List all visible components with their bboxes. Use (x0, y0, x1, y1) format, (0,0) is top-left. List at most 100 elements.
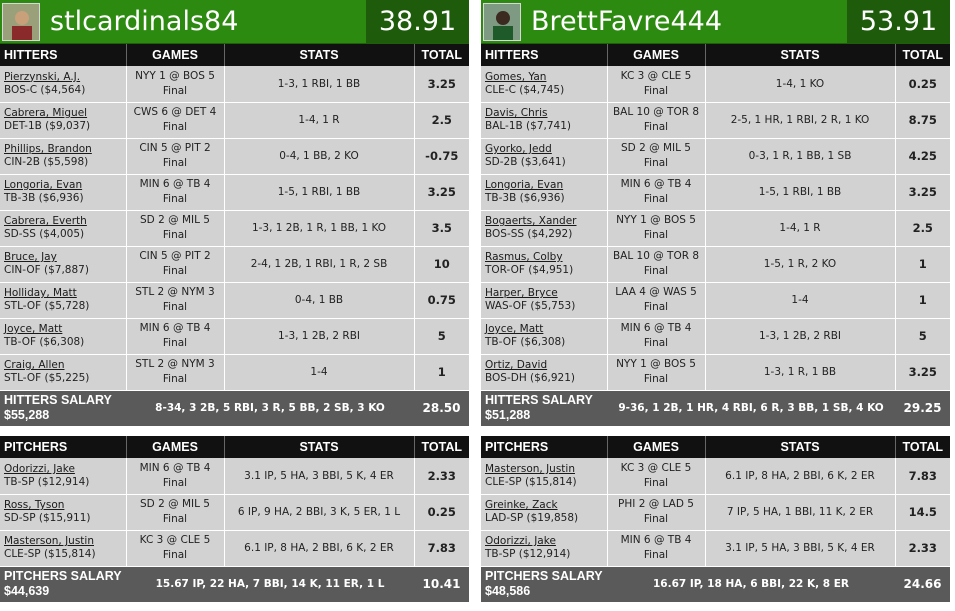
game-cell: STL 2 @ NYM 3 Final (126, 354, 225, 391)
team-name[interactable]: BrettFavre444 (531, 6, 723, 37)
player-stats: 0-4, 1 BB, 2 KO (224, 138, 415, 175)
team-header: stlcardinals84 38.91 (0, 0, 469, 44)
player-name-link[interactable]: Masterson, Justin (4, 535, 94, 547)
player-row: Joyce, Matt TB-OF ($6,308) MIN 6 @ TB 4 Fin… (481, 318, 950, 355)
stats-column-header[interactable]: STATS (224, 436, 415, 458)
player-name-link[interactable]: Greinke, Zack (485, 499, 558, 511)
player-row: Masterson, Justin CLE-SP ($15,814) KC 3 @ … (481, 458, 950, 495)
player-name-link[interactable]: Odorizzi, Jake (485, 535, 556, 547)
games-column-header[interactable]: GAMES (607, 436, 706, 458)
player-name-link[interactable]: Davis, Chris (485, 107, 548, 119)
player-cell: Odorizzi, Jake TB-SP ($12,914) (481, 530, 608, 567)
player-total: 1 (895, 246, 950, 283)
player-name-link[interactable]: Masterson, Justin (485, 462, 575, 475)
game-status: Final (162, 513, 188, 525)
player-position-salary: CLE-SP ($15,814) (4, 548, 96, 560)
avatar (483, 3, 521, 41)
player-cell: Masterson, Justin CLE-SP ($15,814) (0, 530, 127, 567)
game-status: Final (162, 84, 188, 97)
stats-column-header[interactable]: STATS (224, 44, 415, 66)
hitters-salary-label: HITTERS SALARY (4, 393, 112, 408)
game-status: Final (162, 121, 188, 133)
player-stats: 2-4, 1 2B, 1 RBI, 1 R, 2 SB (224, 246, 415, 283)
player-row: Ortiz, David BOS-DH ($6,921) NYY 1 @ BOS 5… (481, 354, 950, 391)
game-score: KC 3 @ CLE 5 (620, 69, 692, 82)
game-cell: CIN 5 @ PIT 2 Final (126, 138, 225, 175)
pitchers-column-header[interactable]: PITCHERS (481, 436, 608, 458)
player-name-link[interactable]: Cabrera, Everth (4, 215, 87, 227)
player-name-link[interactable]: Bogaerts, Xander (485, 215, 577, 227)
pitchers-salary-label-cell: PITCHERS SALARY $48,586 (481, 566, 607, 602)
player-name-link[interactable]: Longoria, Evan (485, 179, 564, 191)
player-name-link[interactable]: Pierzynski, A.J. (4, 70, 81, 83)
game-cell: STL 2 @ NYM 3 Final (126, 282, 225, 319)
game-status: Final (643, 337, 669, 349)
player-name-link[interactable]: Cabrera, Miguel (4, 107, 88, 119)
games-column-header[interactable]: GAMES (607, 44, 706, 66)
pitchers-salary-amount: $44,639 (4, 584, 50, 599)
player-cell: Ortiz, David BOS-DH ($6,921) (481, 354, 608, 391)
player-row: Davis, Chris BAL-1B ($7,741) BAL 10 @ TOR … (481, 102, 950, 139)
player-name-link[interactable]: Holliday, Matt (4, 287, 77, 299)
hitters-header-row: HITTERS GAMES STATS TOTAL (0, 44, 469, 66)
player-position-salary: LAD-SP ($19,858) (485, 512, 579, 524)
pitchers-body: Masterson, Justin CLE-SP ($15,814) KC 3 @ … (481, 458, 950, 602)
player-cell: Longoria, Evan TB-3B ($6,936) (0, 174, 127, 211)
player-row: Pierzynski, A.J. BOS-C ($4,564) NYY 1 @ BO… (0, 66, 469, 103)
hitters-body: Pierzynski, A.J. BOS-C ($4,564) NYY 1 @ BO… (0, 66, 469, 426)
player-cell: Holliday, Matt STL-OF ($5,728) (0, 282, 127, 319)
game-status: Final (643, 157, 669, 169)
player-position-salary: SD-2B ($3,641) (485, 156, 566, 168)
player-stats: 1-3, 1 2B, 2 RBI (224, 318, 415, 355)
player-name-link[interactable]: Gyorko, Jedd (485, 143, 552, 155)
hitters-header: HITTERS GAMES STATS TOTAL (481, 44, 950, 66)
player-name-link[interactable]: Bruce, Jay (4, 251, 57, 263)
hitters-salary-stats: 8-34, 3 2B, 5 RBI, 3 R, 5 BB, 2 SB, 3 KO (126, 390, 414, 426)
player-row: Greinke, Zack LAD-SP ($19,858) PHI 2 @ LAD… (481, 494, 950, 531)
player-name-link[interactable]: Longoria, Evan (4, 179, 83, 191)
game-cell: MIN 6 @ TB 4 Final (126, 174, 225, 211)
player-name-link[interactable]: Joyce, Matt (4, 323, 63, 335)
game-cell: BAL 10 @ TOR 8 Final (607, 102, 706, 139)
total-column-header[interactable]: TOTAL (895, 44, 950, 66)
hitters-column-header[interactable]: HITTERS (481, 44, 608, 66)
game-status: Final (643, 229, 669, 241)
player-name-link[interactable]: Craig, Allen (4, 359, 65, 371)
player-total: 14.5 (895, 494, 950, 531)
hitters-salary-row: HITTERS SALARY $51,288 9-36, 1 2B, 1 HR, 4… (481, 390, 950, 426)
player-total: 2.5 (414, 102, 469, 139)
pitchers-table: PITCHERS GAMES STATS TOTAL Odorizzi, Jake TB-… (0, 436, 469, 602)
stats-column-header[interactable]: STATS (705, 44, 896, 66)
player-cell: Bogaerts, Xander BOS-SS ($4,292) (481, 210, 608, 247)
player-cell: Craig, Allen STL-OF ($5,225) (0, 354, 127, 391)
game-status: Final (162, 373, 188, 385)
team-name[interactable]: stlcardinals84 (50, 6, 239, 37)
player-stats: 1-5, 1 R, 2 KO (705, 246, 896, 283)
player-name-link[interactable]: Odorizzi, Jake (4, 462, 75, 475)
player-name-link[interactable]: Gomes, Yan (485, 70, 547, 83)
hitters-column-header[interactable]: HITTERS (0, 44, 127, 66)
stats-column-header[interactable]: STATS (705, 436, 896, 458)
total-column-header[interactable]: TOTAL (414, 436, 469, 458)
player-row: Cabrera, Miguel DET-1B ($9,037) CWS 6 @ DE… (0, 102, 469, 139)
game-cell: PHI 2 @ LAD 5 Final (607, 494, 706, 531)
total-column-header[interactable]: TOTAL (414, 44, 469, 66)
player-name-link[interactable]: Harper, Bryce (485, 287, 558, 299)
player-stats: 1-4 (224, 354, 415, 391)
team-header: BrettFavre444 53.91 (481, 0, 950, 44)
player-name-link[interactable]: Rasmus, Colby (485, 251, 563, 263)
game-status: Final (643, 121, 669, 133)
pitchers-salary-label-cell: PITCHERS SALARY $44,639 (0, 566, 126, 602)
games-column-header[interactable]: GAMES (126, 436, 225, 458)
player-position-salary: TB-3B ($6,936) (485, 192, 565, 204)
player-name-link[interactable]: Phillips, Brandon (4, 143, 92, 155)
player-name-link[interactable]: Joyce, Matt (485, 323, 544, 335)
games-column-header[interactable]: GAMES (126, 44, 225, 66)
pitchers-column-header[interactable]: PITCHERS (0, 436, 127, 458)
player-name-link[interactable]: Ortiz, David (485, 359, 548, 371)
player-row: Longoria, Evan TB-3B ($6,936) MIN 6 @ TB 4… (481, 174, 950, 211)
game-status: Final (643, 265, 669, 277)
game-score: MIN 6 @ TB 4 (139, 178, 211, 190)
player-name-link[interactable]: Ross, Tyson (4, 499, 65, 511)
total-column-header[interactable]: TOTAL (895, 436, 950, 458)
